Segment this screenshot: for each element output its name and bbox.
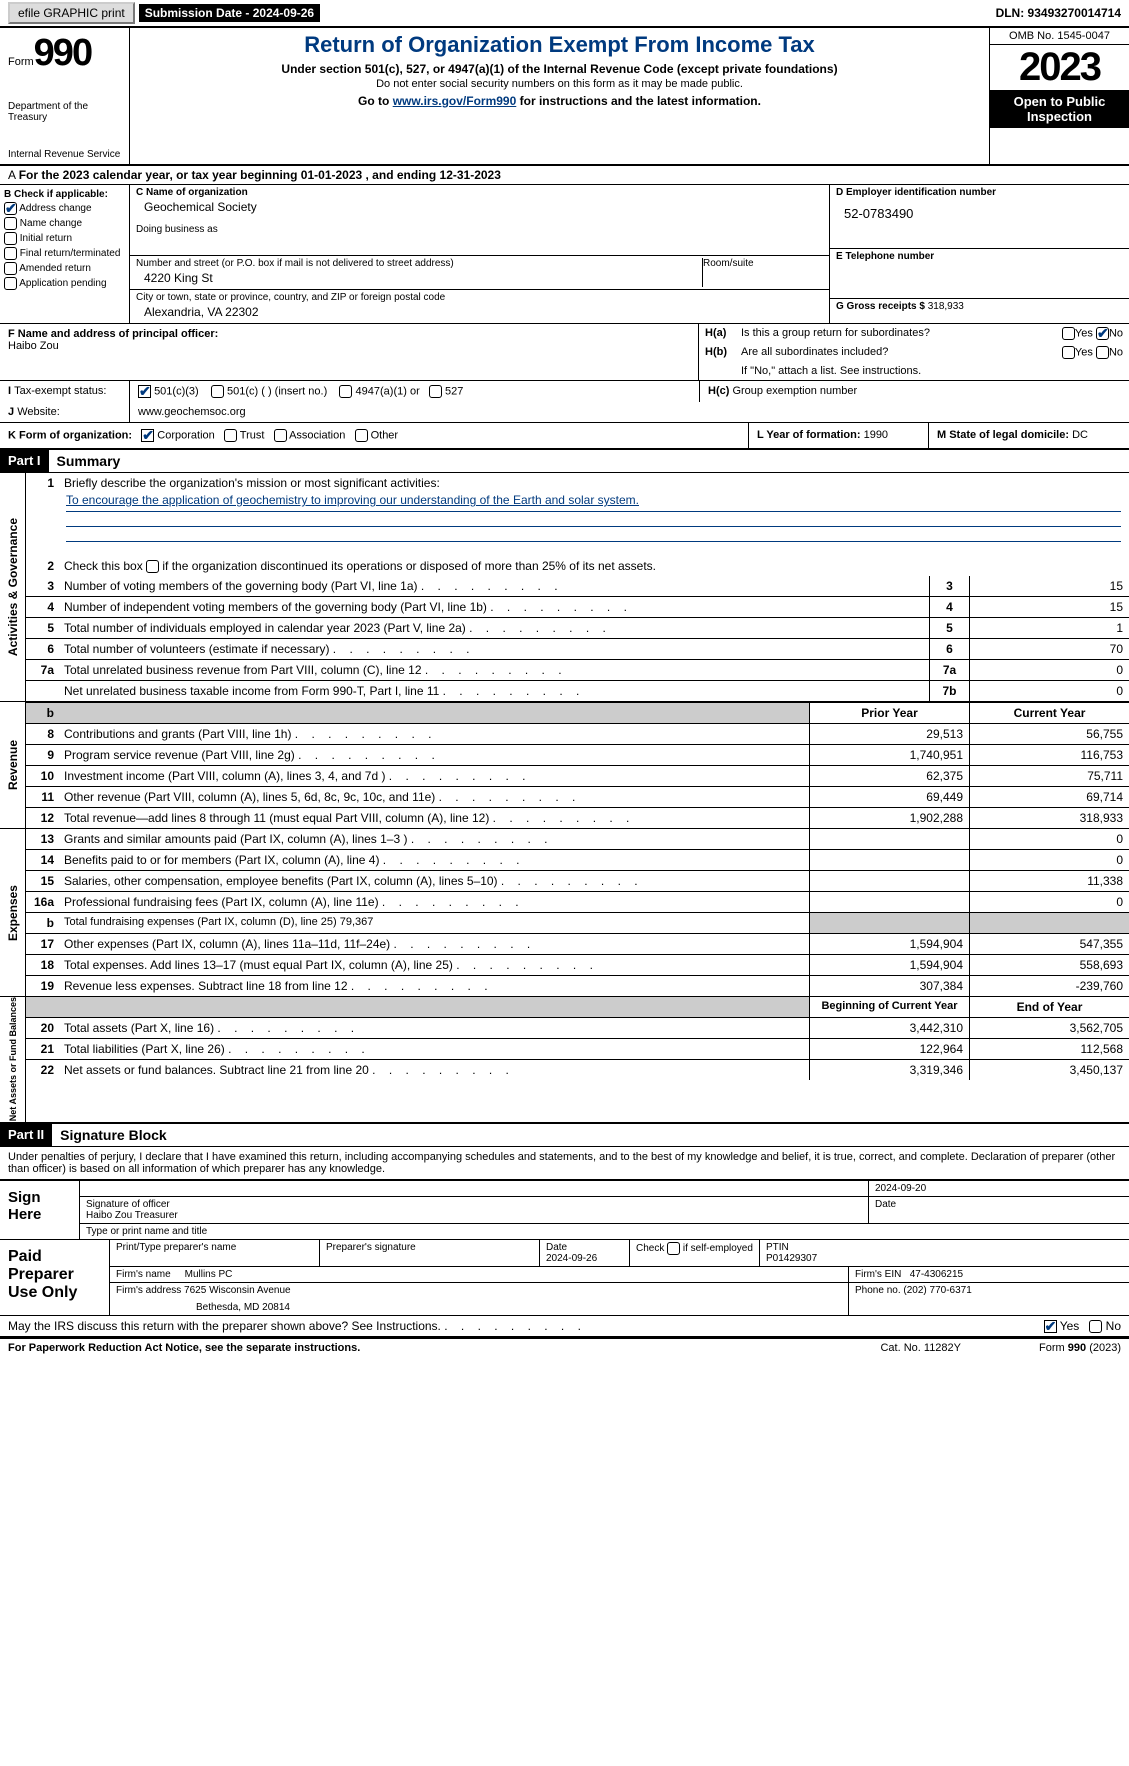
firm-name: Mullins PC <box>185 1269 233 1280</box>
section-c: C Name of organizationGeochemical Societ… <box>130 185 829 323</box>
dept: Department of the Treasury <box>8 101 121 123</box>
firm-phone: (202) 770-6371 <box>903 1285 971 1296</box>
part1-header: Part ISummary <box>0 450 1129 473</box>
section-activities: Activities & Governance 1Briefly describ… <box>0 473 1129 702</box>
mission: To encourage the application of geochemi… <box>66 493 639 507</box>
cb-amended: Amended return <box>4 262 125 275</box>
efile-print-button[interactable]: efile GRAPHIC print <box>8 2 135 24</box>
open-inspection: Open to Public Inspection <box>990 90 1129 128</box>
f-label: F Name and address of principal officer: <box>8 328 218 340</box>
cb-name-change: Name change <box>4 217 125 230</box>
form-number: 990 <box>34 32 91 74</box>
submission-date: Submission Date - 2024-09-26 <box>139 4 320 22</box>
side-expenses: Expenses <box>6 885 20 941</box>
irs-link[interactable]: www.irs.gov/Form990 <box>393 94 517 108</box>
section-h: H(a)Is this a group return for subordina… <box>699 324 1129 380</box>
dln: DLN: 93493270014714 <box>996 6 1121 20</box>
city-state-zip: Alexandria, VA 22302 <box>136 303 823 321</box>
omb-number: OMB No. 1545-0047 <box>990 28 1129 45</box>
may-discuss: May the IRS discuss this return with the… <box>0 1316 1129 1337</box>
cb-501c3[interactable] <box>138 385 151 398</box>
footer: For Paperwork Reduction Act Notice, see … <box>0 1337 1129 1357</box>
row-i: I Tax-exempt status: 501(c)(3) 501(c) ( … <box>0 381 1129 402</box>
irs: Internal Revenue Service <box>8 149 121 160</box>
section-b: B Check if applicable: Address change Na… <box>0 185 130 323</box>
side-net-assets: Net Assets or Fund Balances <box>8 997 18 1121</box>
cb-initial-return: Initial return <box>4 232 125 245</box>
officer-sig-name: Haibo Zou Treasurer <box>86 1210 178 1221</box>
org-name: Geochemical Society <box>136 198 823 216</box>
signature-block: Sign Here 2024-09-20 Signature of office… <box>0 1179 1129 1316</box>
form-label: Form <box>8 56 34 68</box>
prep-date: 2024-09-26 <box>546 1253 597 1264</box>
sign-here-label: Sign Here <box>0 1181 80 1239</box>
ein: 52-0783490 <box>836 204 1123 223</box>
cb-4947[interactable] <box>339 385 352 398</box>
row-f-h: F Name and address of principal officer:… <box>0 324 1129 381</box>
cb-501c[interactable] <box>211 385 224 398</box>
sign-date: 2024-09-20 <box>869 1181 1129 1196</box>
firm-ein: 47-4306215 <box>910 1269 963 1280</box>
declaration: Under penalties of perjury, I declare th… <box>0 1147 1129 1179</box>
website: www.geochemsoc.org <box>130 402 1129 422</box>
subtitle-1: Under section 501(c), 527, or 4947(a)(1)… <box>134 62 985 76</box>
cb-final-return: Final return/terminated <box>4 247 125 260</box>
section-net-assets: Net Assets or Fund Balances Beginning of… <box>0 997 1129 1123</box>
section-d-e-g: D Employer identification number52-07834… <box>829 185 1129 323</box>
cb-app-pending: Application pending <box>4 277 125 290</box>
block-b-thru-g: B Check if applicable: Address change Na… <box>0 185 1129 324</box>
side-activities: Activities & Governance <box>6 518 20 656</box>
paid-preparer-label: Paid Preparer Use Only <box>0 1240 110 1315</box>
street-address: 4220 King St <box>136 269 702 287</box>
section-expenses: Expenses 13Grants and similar amounts pa… <box>0 829 1129 997</box>
part2-header: Part IISignature Block <box>0 1124 1129 1147</box>
row-a-tax-year: A For the 2023 calendar year, or tax yea… <box>0 166 1129 185</box>
row-k-l-m: K Form of organization: Corporation Trus… <box>0 423 1129 450</box>
side-revenue: Revenue <box>6 740 20 790</box>
b-label: B Check if applicable: <box>4 189 125 200</box>
ptin: P01429307 <box>766 1253 817 1264</box>
row-j: J Website: www.geochemsoc.org <box>0 402 1129 423</box>
subtitle-2: Do not enter social security numbers on … <box>134 78 985 90</box>
form-header: Form990 Department of the Treasury Inter… <box>0 28 1129 166</box>
tax-year: 2023 <box>990 45 1129 90</box>
form-title: Return of Organization Exempt From Incom… <box>134 32 985 58</box>
topbar: efile GRAPHIC print Submission Date - 20… <box>0 0 1129 28</box>
firm-address: 7625 Wisconsin Avenue <box>184 1285 291 1296</box>
cb-address-change: Address change <box>4 202 125 215</box>
section-revenue: Revenue bPrior YearCurrent Year 8Contrib… <box>0 702 1129 829</box>
gross-receipts: 318,933 <box>928 301 964 312</box>
cb-527[interactable] <box>429 385 442 398</box>
subtitle-3: Go to www.irs.gov/Form990 for instructio… <box>134 94 985 108</box>
officer-name: Haibo Zou <box>8 340 59 352</box>
